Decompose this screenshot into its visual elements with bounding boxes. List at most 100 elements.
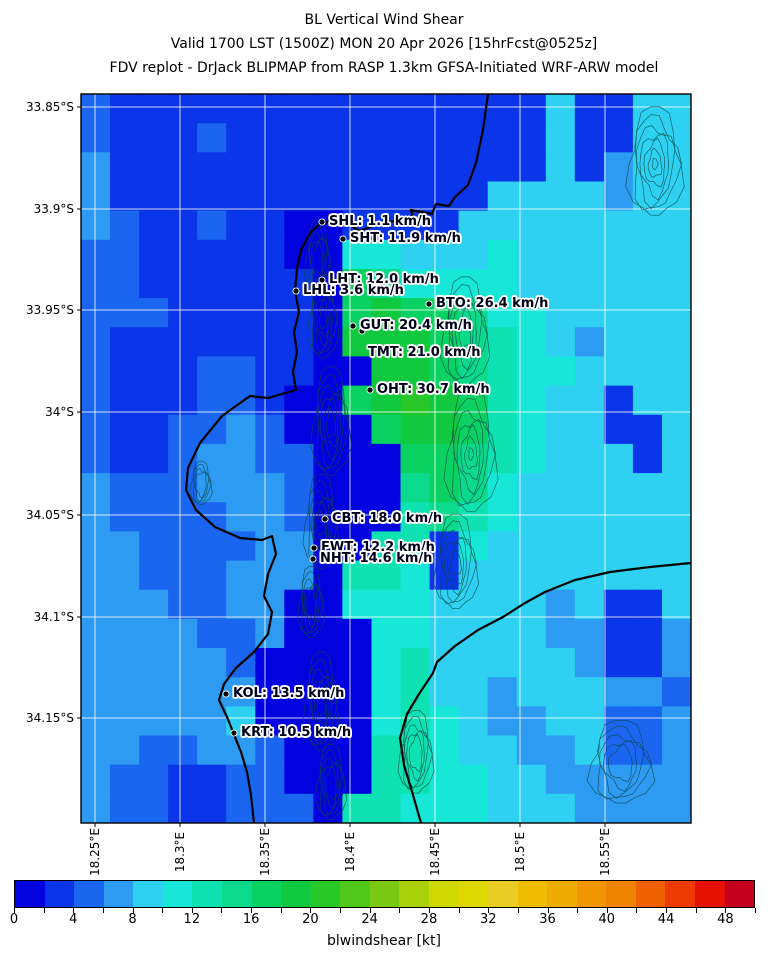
contour-ring	[308, 480, 338, 565]
colorbar-tick-label: 16	[242, 912, 260, 927]
map-cell	[197, 239, 227, 270]
map-cell	[226, 239, 256, 270]
map-cell	[81, 210, 111, 241]
station-marker-LHT	[318, 276, 326, 284]
map-cell	[662, 414, 691, 445]
map-cell	[342, 502, 372, 532]
map-cell	[371, 531, 402, 562]
map-cell	[255, 239, 285, 270]
map-cell	[110, 443, 140, 474]
map-cell	[110, 94, 140, 124]
map-cell	[516, 764, 547, 795]
colorbar-tick-mark	[369, 908, 371, 913]
terrain-contour-lines	[189, 106, 685, 820]
map-cell	[545, 589, 576, 620]
map-cell	[197, 327, 227, 358]
contour-ring	[406, 729, 425, 782]
contour-ring	[447, 284, 488, 381]
map-cell	[255, 94, 285, 124]
colorbar-tick-mark	[666, 908, 668, 913]
map-cell	[487, 764, 518, 795]
contour-ring	[303, 583, 318, 629]
station-label-KRT: KRT: 10.5 km/h	[241, 725, 352, 740]
contour-ring	[456, 418, 484, 496]
map-cell	[662, 677, 691, 707]
map-cell	[545, 181, 576, 212]
map-cell	[226, 152, 256, 183]
colorbar-tick-label: 20	[302, 912, 319, 927]
map-cell	[516, 385, 547, 416]
map-cell	[371, 269, 402, 299]
contour-ring	[308, 224, 331, 292]
map-cell	[168, 356, 198, 387]
map-cell	[81, 618, 111, 649]
x-tick-label: 18.25°E	[88, 828, 102, 876]
y-tick-label: 33.85°S	[26, 100, 74, 114]
colorbar-tick-mark	[280, 908, 282, 913]
map-cell	[168, 123, 198, 153]
contour-ring	[444, 536, 467, 596]
map-cell	[662, 793, 691, 823]
map-cell	[168, 706, 198, 737]
map-cell	[168, 618, 198, 649]
map-cell	[545, 239, 576, 270]
map-cell	[400, 356, 431, 387]
colorbar-segment	[162, 881, 193, 907]
contour-ring	[314, 294, 331, 348]
map-cell	[400, 239, 431, 270]
map-cell	[545, 735, 576, 766]
contour-ring	[458, 317, 472, 348]
map-cell	[110, 385, 140, 416]
map-cell	[81, 327, 111, 358]
map-cell	[197, 298, 227, 328]
map-cell	[371, 443, 402, 474]
map-cell	[603, 327, 634, 358]
contour-ring	[316, 298, 329, 337]
map-cell	[226, 473, 256, 503]
map-cell	[139, 385, 169, 416]
map-cell	[603, 502, 634, 532]
map-cell	[139, 94, 169, 124]
map-frame	[80, 93, 692, 824]
contour-ring	[316, 374, 350, 471]
map-cell	[516, 618, 547, 649]
map-cell	[110, 473, 140, 503]
contour-ring	[306, 275, 340, 359]
map-cell	[371, 356, 402, 387]
map-cell	[342, 152, 372, 183]
map-cell	[545, 414, 576, 445]
map-cell	[255, 443, 285, 474]
colorbar-segment	[399, 881, 429, 907]
map-cell	[516, 706, 547, 737]
map-cell	[168, 473, 198, 503]
map-cell	[400, 152, 431, 183]
map-cell	[226, 356, 256, 387]
heatmap-cells	[81, 94, 691, 823]
station-label-SHT: SHT: 11.9 km/h	[350, 231, 461, 246]
colorbar-segment	[428, 881, 459, 907]
map-cell	[226, 298, 256, 328]
map-cell	[429, 443, 460, 474]
map-cell	[197, 181, 227, 212]
coastline-atlantic	[184, 94, 490, 823]
colorbar-segment	[724, 881, 755, 907]
map-cell	[487, 735, 518, 766]
map-cell	[168, 735, 198, 766]
map-cell	[81, 414, 111, 445]
station-marker-GUT	[349, 322, 357, 330]
map-cell	[574, 589, 605, 620]
map-cell	[574, 239, 605, 270]
contour-ring	[311, 675, 330, 738]
station-marker-SHT	[339, 235, 347, 243]
map-cell	[81, 269, 111, 299]
map-cell	[603, 356, 634, 387]
colorbar-segment	[606, 881, 636, 907]
x-tick-label: 18.55°E	[598, 828, 612, 876]
map-cell	[284, 793, 314, 823]
colorbar-segment	[281, 881, 311, 907]
map-cell	[632, 793, 663, 823]
map-cell	[545, 298, 576, 328]
map-cell	[342, 531, 372, 562]
contour-ring	[451, 302, 477, 371]
map-cell	[81, 123, 111, 153]
